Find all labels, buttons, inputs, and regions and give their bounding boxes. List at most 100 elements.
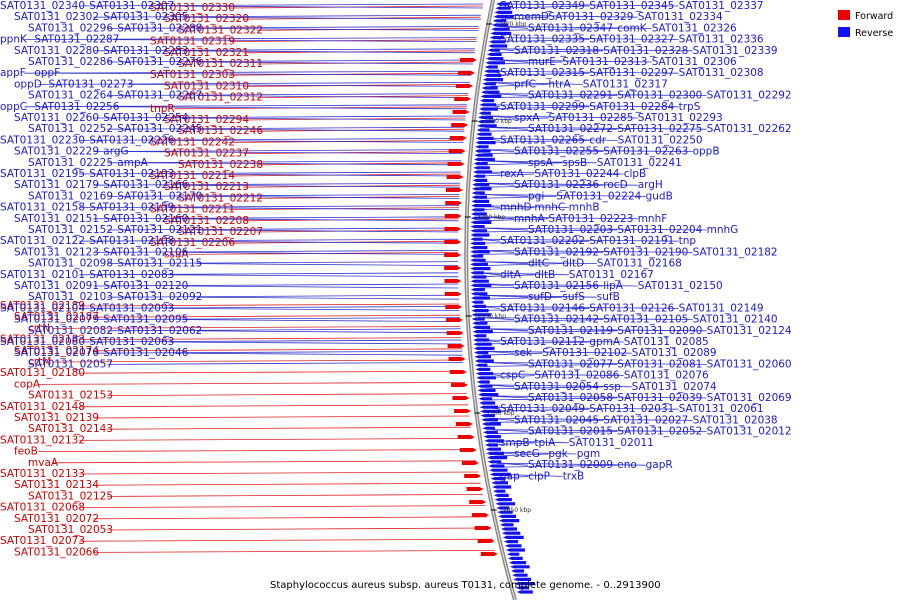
leader-sat0131-02223 bbox=[478, 218, 549, 222]
reverse-gene-glyph bbox=[471, 309, 489, 313]
leader-ampa bbox=[141, 162, 462, 166]
gene-label-sat0131-02238: SAT0131_02238 bbox=[178, 159, 263, 171]
gene-label-sat0131-02225: SAT0131_02225 bbox=[28, 157, 113, 169]
leader-sat0131-02180 bbox=[79, 370, 465, 374]
leader-sat0131-02066 bbox=[93, 550, 496, 553]
leader-gpma bbox=[481, 341, 590, 345]
gene-label-sat0131-02156: SAT0131_02156 bbox=[514, 280, 599, 292]
gene-label-sat0131-02318: SAT0131_02318 bbox=[514, 45, 599, 57]
reverse-gene-glyph bbox=[476, 380, 490, 384]
leader-sat0131-02079 bbox=[93, 317, 461, 321]
leader-sat0131-02134 bbox=[93, 482, 481, 486]
gene-label-clpp: clpP bbox=[528, 470, 550, 482]
leader-feob bbox=[38, 449, 475, 453]
leader-dltd bbox=[478, 263, 563, 266]
leader-sat0131-02074 bbox=[485, 384, 632, 388]
gene-label-sat0131-02092: SAT0131_02092 bbox=[117, 291, 202, 303]
leader-sat0131-02085 bbox=[481, 339, 624, 343]
scale-tick-label: 2150 kbp bbox=[478, 313, 506, 320]
reverse-gene-glyph bbox=[486, 52, 502, 56]
gene-label-sat0131-02283: SAT0131_02283 bbox=[103, 45, 188, 57]
reverse-gene-glyph bbox=[472, 321, 488, 325]
leader-sat0131-02284 bbox=[486, 106, 590, 110]
leader-spsb bbox=[481, 162, 563, 166]
reverse-gene-glyph bbox=[475, 372, 494, 376]
reverse-gene-glyph bbox=[488, 40, 506, 44]
leader-sat0131-02126 bbox=[479, 308, 590, 311]
reverse-gene-glyph bbox=[479, 405, 499, 409]
leader-sat0131-02303 bbox=[229, 72, 472, 76]
gene-label-eno: eno bbox=[617, 459, 637, 471]
reverse-gene-glyph bbox=[472, 187, 492, 191]
gene-label-sat0131-02086: SAT0131_02086 bbox=[534, 370, 619, 382]
genome-caption: Staphylococcus aureus subsp. aureus T013… bbox=[270, 580, 661, 591]
leader-sat0131-02256 bbox=[113, 106, 467, 110]
leader-sat0131-02060 bbox=[483, 362, 707, 365]
gene-label-sat0131-02275: SAT0131_02275 bbox=[617, 123, 702, 135]
leader-sat0131-02305 bbox=[182, 16, 481, 20]
gene-label-argh: argH bbox=[638, 179, 663, 191]
reverse-gene-glyph bbox=[485, 443, 498, 447]
gene-label-pgm: pgm bbox=[577, 448, 601, 460]
leader-sat0131-02252 bbox=[107, 126, 465, 130]
reverse-gene-glyph bbox=[474, 149, 491, 153]
gene-label-sat0131-02167: SAT0131_02167 bbox=[569, 269, 654, 281]
leader-copa bbox=[38, 381, 466, 385]
leader-sat0131-02121 bbox=[196, 229, 459, 233]
gene-label-spsb: spsB bbox=[562, 157, 587, 169]
leader-sat0131-02093 bbox=[168, 308, 460, 311]
leader-sat0131-02152 bbox=[107, 227, 459, 231]
leader-sat0131-02140 bbox=[479, 317, 693, 320]
leader-sat0131-02082 bbox=[107, 328, 461, 332]
reverse-gene-glyph bbox=[477, 388, 496, 392]
forward-gene-glyph bbox=[469, 500, 487, 504]
forward-gene-glyph bbox=[444, 266, 462, 270]
leader-sat0131-02297 bbox=[491, 72, 590, 76]
reverse-gene-glyph bbox=[497, 510, 513, 514]
leader-sat0131-02167 bbox=[478, 272, 569, 276]
gene-label-trps: trpS bbox=[679, 101, 701, 113]
reverse-gene-glyph bbox=[471, 313, 492, 317]
reverse-gene-glyph bbox=[475, 367, 491, 371]
leader-sat0131-02191 bbox=[478, 240, 590, 244]
leader-sat0131-02288 bbox=[196, 28, 479, 31]
leader-sat0131-02133 bbox=[79, 471, 479, 475]
reverse-gene-glyph bbox=[471, 317, 485, 321]
leader-sat0131-02166 bbox=[182, 184, 461, 188]
gene-label-sat0131-02031: SAT0131_02031 bbox=[589, 403, 674, 415]
legend-forward-swatch bbox=[838, 10, 850, 20]
gene-label-sat0131-02011: SAT0131_02011 bbox=[569, 437, 654, 449]
gene-label-sat0131-02072: SAT0131_02072 bbox=[14, 513, 99, 525]
leader-sat0131-02273 bbox=[127, 84, 470, 87]
leader-ssp bbox=[485, 386, 604, 390]
reverse-gene-glyph bbox=[473, 162, 488, 166]
reverse-gene-glyph bbox=[475, 141, 496, 145]
gene-label-sat0131-02149: SAT0131_02149 bbox=[679, 302, 764, 314]
gene-label-sat0131-02299: SAT0131_02299 bbox=[500, 101, 585, 113]
reverse-gene-glyph bbox=[470, 279, 489, 283]
gene-label-htra: htrA bbox=[548, 78, 571, 90]
leader-sat0131-02151 bbox=[93, 216, 459, 220]
gene-label-sat0131-02063: SAT0131_02063 bbox=[89, 336, 174, 348]
leader-sat0131-02104 bbox=[79, 305, 460, 309]
leader-sat0131-02229 bbox=[93, 149, 463, 153]
leader-sat0131-02302 bbox=[93, 14, 481, 18]
forward-gene-glyph bbox=[448, 149, 466, 153]
reverse-gene-glyph bbox=[470, 237, 483, 241]
reverse-gene-glyph bbox=[490, 477, 505, 481]
gene-label-sat0131-02104: SAT0131_02104 bbox=[0, 302, 85, 314]
gene-label-sat0131-02148: SAT0131_02148 bbox=[0, 401, 85, 413]
leader-sat0131-02225 bbox=[107, 160, 462, 164]
leader-sat0131-02158 bbox=[79, 205, 460, 209]
scale-tick-label: 2100 kbp bbox=[486, 410, 514, 417]
leader-sat0131-02063 bbox=[168, 341, 462, 345]
gene-label-sat0131-02292: SAT0131_02292 bbox=[707, 90, 792, 102]
reverse-gene-glyph bbox=[509, 561, 527, 565]
forward-gene-glyph bbox=[452, 396, 470, 400]
reverse-gene-glyph bbox=[504, 544, 522, 548]
leader-mnhg bbox=[478, 227, 707, 231]
leader-sat0131-02334 bbox=[500, 14, 638, 18]
gene-label-sufs: sufS bbox=[562, 291, 585, 303]
gene-label-mnhc: mnhC bbox=[534, 202, 565, 214]
gene-label-sat0131-02329: SAT0131_02329 bbox=[548, 11, 633, 23]
